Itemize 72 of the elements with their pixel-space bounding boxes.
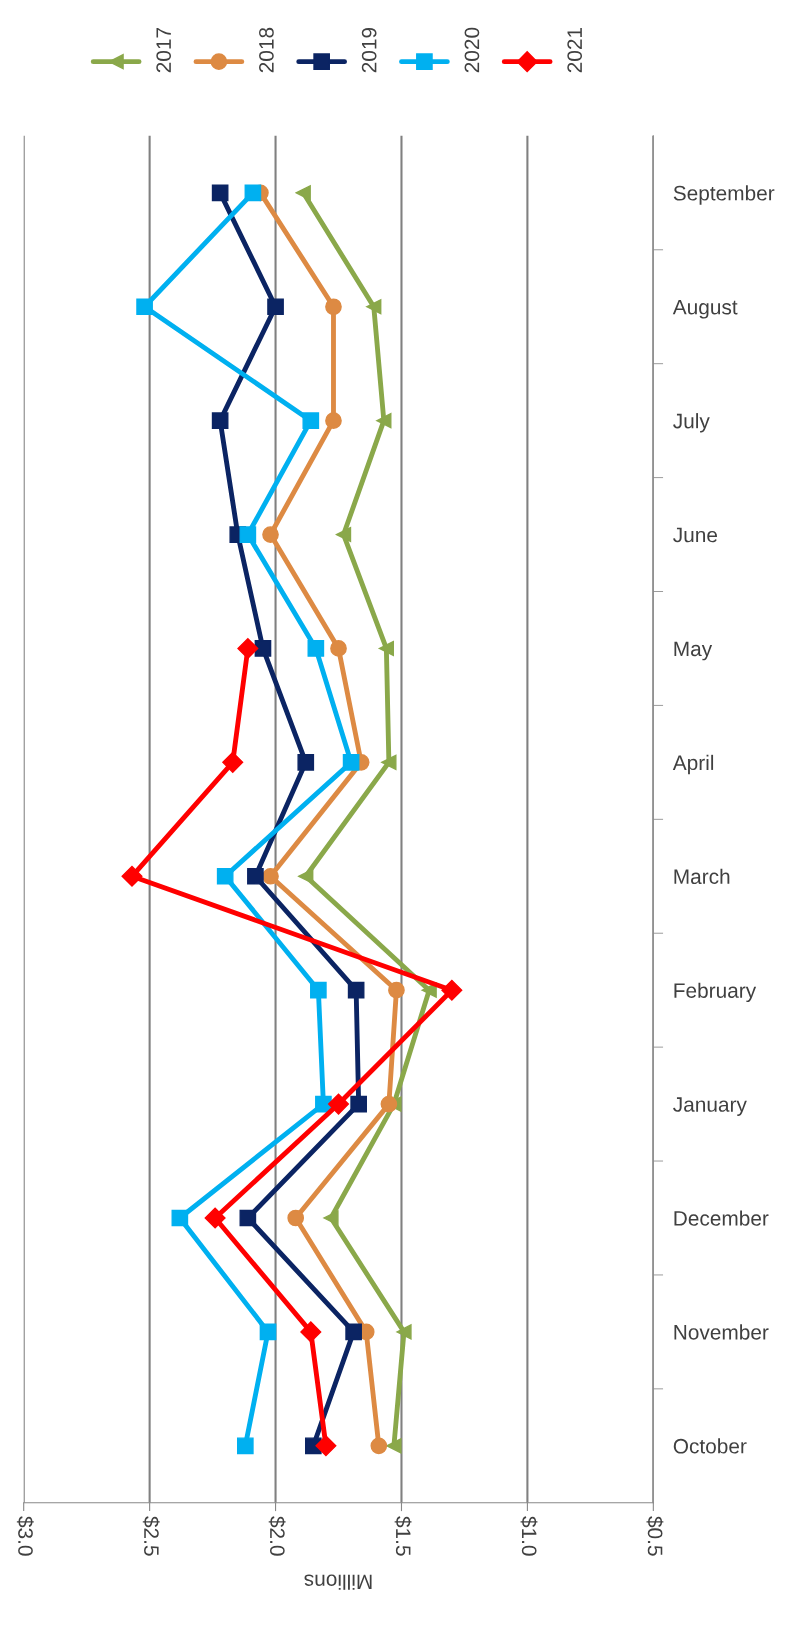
point [239,526,257,543]
x-tick-label: $3.0 [16,1516,34,1556]
point [262,526,279,543]
x-tick-label: $2.5 [142,1516,160,1556]
y-tick-label: December [674,1210,769,1226]
point [381,754,397,771]
point [307,640,325,657]
point [211,184,229,202]
point [244,184,262,202]
point [366,299,382,315]
y-tick-label: November [674,1324,769,1340]
point [121,865,143,887]
x-tick-label: $1.0 [520,1516,538,1556]
point [388,981,405,999]
point [297,754,315,771]
point [325,412,342,429]
point [136,298,153,316]
point [342,754,360,771]
point [247,867,264,885]
point [347,981,365,999]
legend-label: 2020 [464,27,480,73]
point [315,1435,337,1457]
y-tick-label: February [674,982,757,1003]
point [370,1437,388,1455]
legend-label: 2018 [259,27,274,73]
legend-label: 2021 [567,27,583,73]
point [335,526,352,543]
point [323,1210,339,1226]
y-tick-label: June [673,527,718,543]
y-tick-label: September [673,185,775,205]
point [378,640,395,657]
point [386,1438,402,1454]
point [287,1209,305,1227]
point [295,185,311,201]
point [345,1323,362,1341]
y-tick-label: April [672,754,714,775]
point [396,1324,412,1340]
point [380,1095,398,1113]
legend-label: 2019 [361,27,377,73]
point [211,412,229,429]
x-tick-label: $0.5 [646,1516,664,1556]
point [259,1323,277,1341]
y-tick-label: May [674,641,713,661]
x-axis-title: Millions [304,1574,372,1590]
point [298,868,314,884]
point [267,298,284,316]
point [222,751,244,773]
point [262,867,279,885]
point [330,640,347,657]
point [300,1321,322,1343]
point [237,637,259,659]
point [325,298,342,316]
x-tick-label: $1.5 [394,1516,412,1556]
point [216,867,234,885]
point [441,979,463,1001]
y-tick-label: October [673,1438,747,1454]
y-tick-label: July [673,413,710,433]
point [236,1437,254,1455]
point [376,413,392,429]
point [310,981,327,999]
point [204,1207,226,1229]
point [327,1093,350,1115]
point [350,1095,367,1113]
y-tick-label: January [673,1097,747,1116]
legend-label: 2017 [156,27,172,73]
point [239,1209,257,1227]
x-tick-label: $2.0 [268,1516,286,1556]
point [171,1209,189,1227]
point [302,412,320,429]
y-tick-label: August [672,299,738,319]
y-tick-label: March [674,868,730,885]
point [254,640,272,657]
